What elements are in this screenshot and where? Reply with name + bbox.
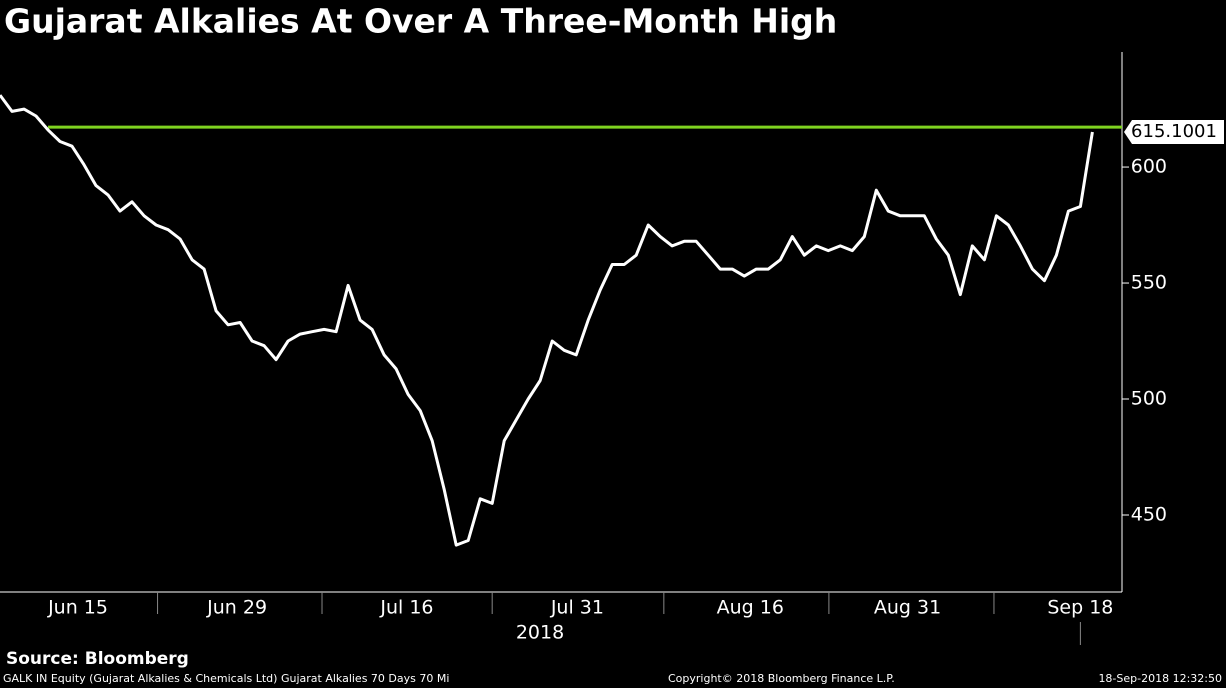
x-tick-label: Aug 31 (874, 597, 941, 619)
source: Source: Bloomberg (6, 649, 189, 669)
x-tick-label: Jul 31 (550, 597, 604, 619)
x-tick-label: Jun 15 (47, 597, 108, 619)
year-label: 2018 (516, 622, 564, 644)
x-tick-label: Aug 16 (717, 597, 784, 619)
last-value-label: 615.1001 (1131, 121, 1217, 142)
x-tick-label: Sep 18 (1047, 597, 1113, 619)
y-tick-label: 450 (1131, 503, 1167, 525)
footer-center: Copyright© 2018 Bloomberg Finance L.P. (668, 672, 895, 685)
footer-left: GALK IN Equity (Gujarat Alkalies & Chemi… (3, 672, 449, 685)
y-tick-label: 500 (1131, 388, 1167, 410)
x-tick-label: Jul 16 (379, 597, 433, 619)
y-tick-label: 600 (1131, 156, 1167, 178)
y-tick-label: 550 (1131, 272, 1167, 294)
footer-right: 18-Sep-2018 12:32:50 (1098, 672, 1222, 685)
last-value-box (1124, 120, 1224, 145)
price-line (0, 94, 1094, 547)
x-tick-label: Jun 29 (206, 597, 267, 619)
chart-title: Gujarat Alkalies At Over A Three-Month H… (4, 2, 837, 41)
